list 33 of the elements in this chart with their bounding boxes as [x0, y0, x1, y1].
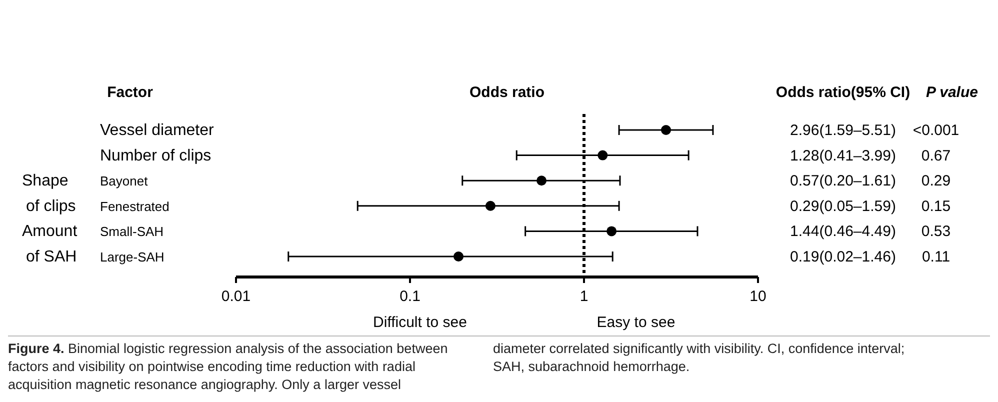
y-tick-label: Small-SAH: [100, 224, 164, 240]
x-tick-label: 0.01: [221, 288, 251, 305]
text: Amount: [22, 223, 78, 240]
data-label: 0.57(0.20–1.61): [790, 172, 896, 190]
text: <0.001: [912, 122, 960, 139]
text: 0.11: [922, 248, 950, 266]
x-tick-label: 10: [750, 288, 766, 305]
chart-title: Odds ratio: [469, 84, 545, 101]
text: Easy to see: [596, 314, 676, 331]
y-tick-label: Large-SAH: [100, 250, 164, 264]
text: Odds ratio(95% CI): [776, 84, 910, 101]
y-tick-label: Fenestrated: [100, 198, 170, 214]
data-label: 0.29(0.05–1.59): [790, 198, 896, 215]
text: P value: [926, 84, 978, 101]
text: 0.67: [921, 147, 951, 164]
text: 0.53: [921, 223, 951, 240]
text: Shape: [22, 172, 68, 190]
data-label: 0.19(0.02–1.46): [790, 248, 896, 266]
text: of clips: [26, 198, 76, 215]
text: Figure 4. Binomial logistic regression analysis of the association between factors and visibility on pointwise encoding time reduction with radial acquisition magnetic resonance angiography. Only a larger vessel diameter correlated significantly with visibility. CI, confidence interval; SAH, subarachnoid hemorrhage.: [8, 341, 905, 392]
data-label: 1.44(0.46–4.49): [790, 223, 896, 240]
text: Factor: [107, 84, 154, 101]
x-tick-label: 1: [580, 288, 588, 305]
text: 0.15: [921, 198, 951, 215]
text: of SAH: [26, 248, 77, 266]
text: Difficult to see: [373, 314, 467, 331]
y-tick-label: Vessel diameter: [100, 122, 215, 139]
y-tick-label: Number of clips: [100, 147, 212, 164]
data-label: 1.28(0.41–3.99): [790, 147, 896, 164]
x-tick-label: 0.1: [400, 288, 420, 305]
data-label: 2.96(1.59–5.51): [790, 122, 896, 139]
text: 0.29: [921, 172, 951, 190]
y-tick-label: Bayonet: [100, 174, 148, 189]
